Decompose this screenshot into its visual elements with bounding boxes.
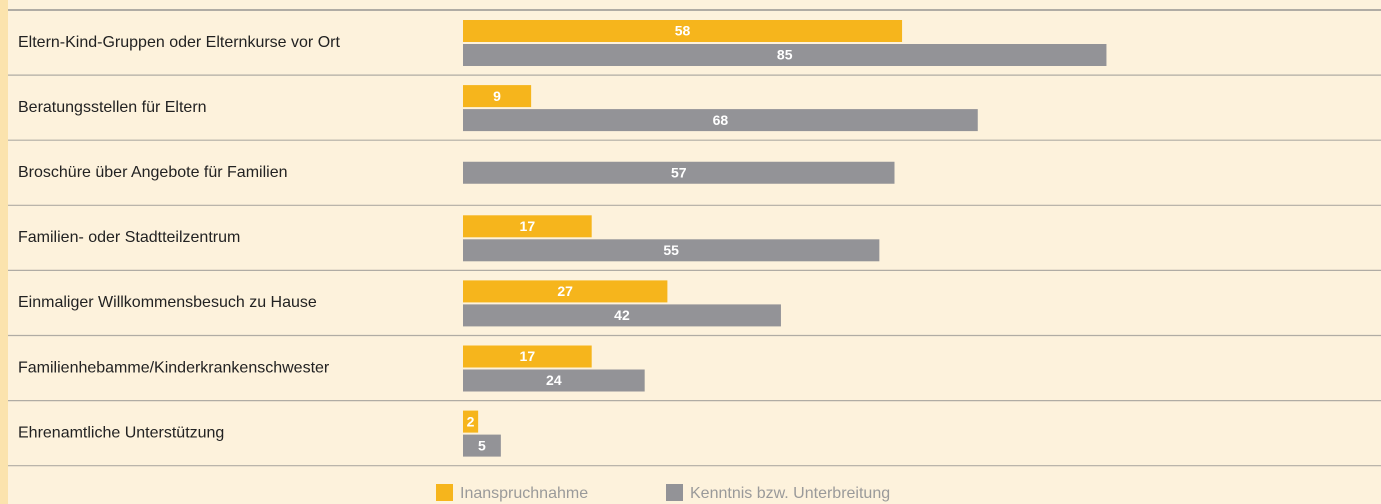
bar — [463, 239, 880, 262]
bar — [463, 85, 532, 108]
bar — [463, 44, 1107, 66]
value-label: 58 — [675, 23, 691, 39]
bar — [463, 369, 645, 392]
bar — [463, 434, 501, 457]
category-label: Familienhebamme/Kinderkrankenschwester — [18, 359, 330, 376]
bar — [463, 215, 592, 238]
category-label: Familien- oder Stadtteilzentrum — [18, 229, 240, 246]
value-label: 27 — [557, 283, 573, 299]
value-label: 5 — [478, 437, 486, 453]
category-label: Broschüre über Angebote für Familien — [18, 164, 287, 181]
legend-swatch — [666, 484, 683, 501]
value-label: 85 — [777, 47, 793, 63]
bar — [463, 109, 978, 132]
legend-label: Inanspruchnahme — [460, 485, 588, 502]
value-label: 55 — [663, 242, 679, 258]
category-label: Eltern-Kind-Gruppen oder Elternkurse vor… — [18, 34, 340, 51]
category-label: Ehrenamtliche Unterstützung — [18, 424, 224, 441]
bar — [463, 20, 903, 42]
bar — [463, 345, 592, 368]
bar — [463, 304, 781, 327]
bar — [463, 280, 668, 303]
legend-swatch — [436, 484, 453, 501]
category-label: Beratungsstellen für Eltern — [18, 99, 207, 116]
value-label: 9 — [493, 88, 501, 104]
value-label: 42 — [614, 307, 630, 323]
value-label: 57 — [671, 164, 687, 180]
value-label: 24 — [546, 372, 562, 388]
value-label: 17 — [520, 218, 536, 234]
side-strip — [0, 0, 8, 504]
bar — [463, 161, 895, 184]
value-label: 2 — [467, 413, 475, 429]
bar — [463, 410, 479, 433]
category-label: Einmaliger Willkommensbesuch zu Hause — [18, 294, 317, 311]
value-label: 68 — [713, 112, 729, 128]
legend-label: Kenntnis bzw. Unterbreitung — [690, 485, 890, 502]
value-label: 17 — [520, 348, 536, 364]
